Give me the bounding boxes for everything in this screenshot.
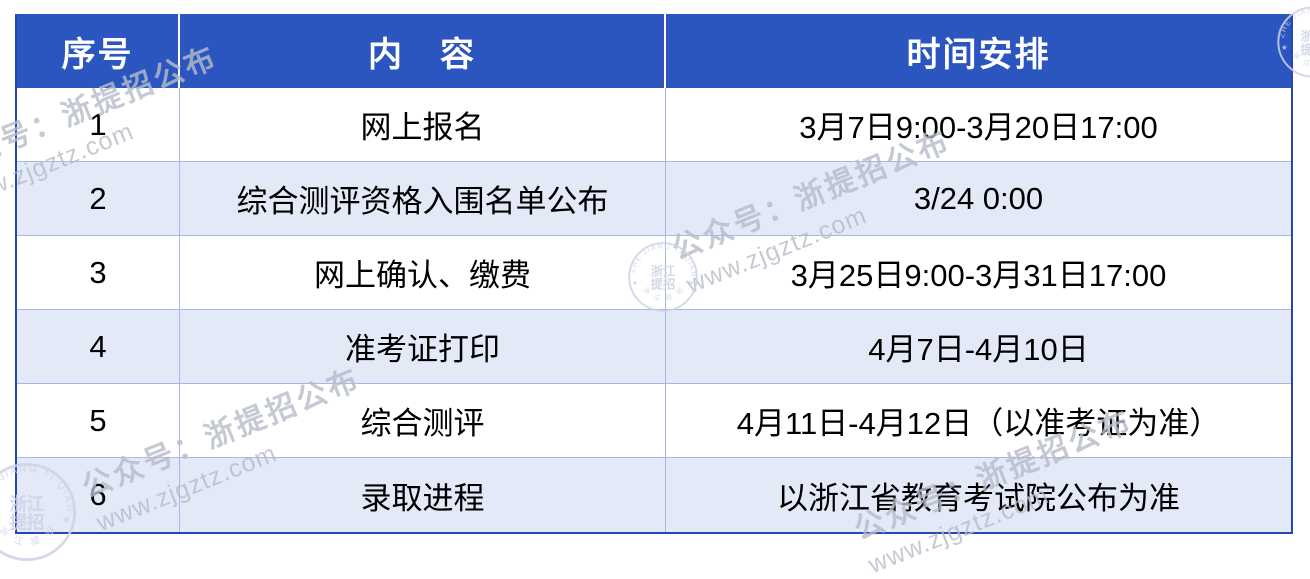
cell-time: 以浙江省教育考试院公布为准	[666, 458, 1291, 532]
svg-text:浙江: 浙江	[1300, 29, 1310, 44]
cell-content: 综合测评	[180, 384, 666, 458]
cell-time: 4月11日-4月12日（以准考证为准）	[666, 384, 1291, 458]
cell-no: 3	[17, 236, 180, 310]
svg-text:提招: 提招	[1300, 42, 1310, 57]
cell-content: 网上确认、缴费	[180, 236, 666, 310]
cell-no: 6	[17, 458, 180, 532]
cell-time: 3/24 0:00	[666, 162, 1291, 236]
cell-content: 综合测评资格入围名单公布	[180, 162, 666, 236]
cell-time: 4月7日-4月10日	[666, 310, 1291, 384]
cell-no: 1	[17, 88, 180, 162]
cell-time: 3月25日9:00-3月31日17:00	[666, 236, 1291, 310]
cell-no: 4	[17, 310, 180, 384]
cell-content: 网上报名	[180, 88, 666, 162]
header-cell-content: 内 容	[180, 14, 666, 88]
header-cell-time: 时间安排	[666, 14, 1291, 88]
cell-time: 3月7日9:00-3月20日17:00	[666, 88, 1291, 162]
cell-no: 2	[17, 162, 180, 236]
svg-text:浙 江 提 招: 浙 江 提 招	[1291, 49, 1310, 69]
cell-no: 5	[17, 384, 180, 458]
cell-content: 准考证打印	[180, 310, 666, 384]
cell-content: 录取进程	[180, 458, 666, 532]
schedule-table: 序号 内 容 时间安排 1 网上报名 3月7日9:00-3月20日17:00 2…	[15, 14, 1293, 534]
header-cell-no: 序号	[17, 14, 180, 88]
